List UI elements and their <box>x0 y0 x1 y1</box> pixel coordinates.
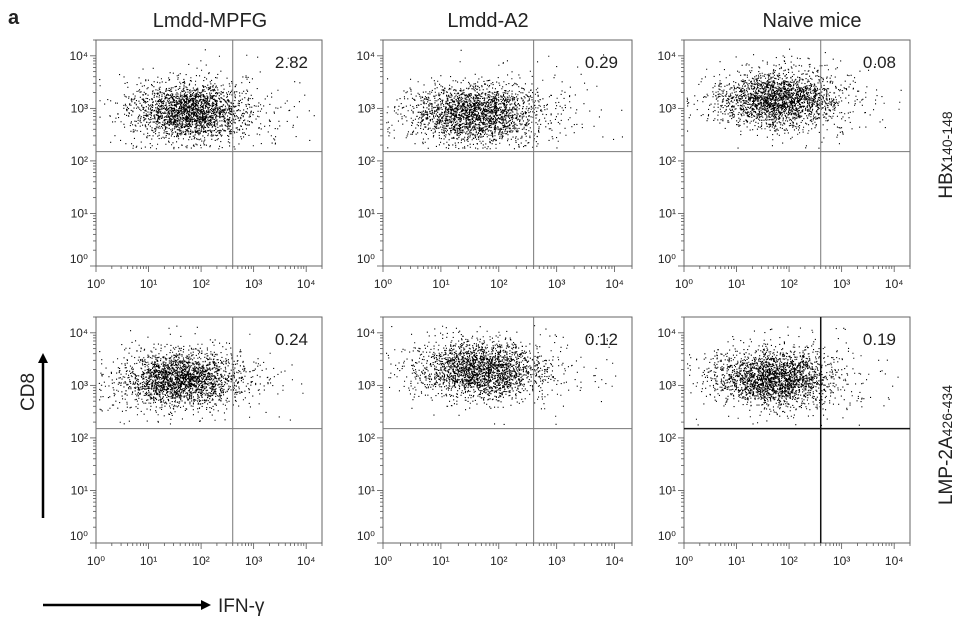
dot-plot-panel: 10⁰ 10¹ 10² 10³ 10⁴ 10⁰ 10¹ 10² 10³ 10⁴ 2.82 <box>69 39 323 291</box>
plot-frame <box>95 316 323 544</box>
y-tick-label: 10³ <box>659 101 676 115</box>
x-tick-label: 10⁰ <box>374 277 392 291</box>
quadrant-percent-label: 0.08 <box>863 53 896 72</box>
x-tick-label: 10¹ <box>140 554 157 568</box>
y-tick-label: 10⁰ <box>357 529 375 543</box>
column-title-2: Lmdd-A2 <box>447 10 528 32</box>
x-tick-label: 10⁰ <box>374 554 392 568</box>
cell-events <box>99 49 315 150</box>
y-tick-label: 10² <box>358 154 375 168</box>
dot-plot-panel: 10⁰ 10¹ 10² 10³ 10⁴ 10⁰ 10¹ 10² 10³ 10⁴ 0.29 <box>356 39 633 291</box>
y-tick-label: 10⁴ <box>356 49 375 63</box>
y-tick-label: 10⁴ <box>657 326 676 340</box>
x-tick-label: 10¹ <box>728 277 745 291</box>
cell-events <box>687 326 899 426</box>
x-tick-label: 10⁰ <box>87 277 105 291</box>
quadrant-percent-label: 0.29 <box>585 53 618 72</box>
panel-label: a <box>8 7 20 29</box>
cell-events <box>98 325 304 425</box>
x-tick-label: 10⁴ <box>297 277 316 291</box>
cell-events <box>686 48 902 149</box>
x-tick-label: 10² <box>490 554 507 568</box>
x-tick-label: 10² <box>780 277 797 291</box>
y-tick-label: 10⁴ <box>69 326 88 340</box>
y-tick-label: 10⁰ <box>658 252 676 266</box>
y-tick-label: 10³ <box>659 378 676 392</box>
y-tick-label: 10⁴ <box>657 49 676 63</box>
cell-events <box>386 325 617 425</box>
y-tick-label: 10¹ <box>659 206 676 220</box>
x-tick-label: 10⁴ <box>605 277 624 291</box>
x-tick-label: 10⁴ <box>605 554 624 568</box>
x-tick-label: 10² <box>490 277 507 291</box>
y-tick-label: 10⁴ <box>356 326 375 340</box>
y-tick-label: 10² <box>659 431 676 445</box>
dot-plot-panel: 10⁰ 10¹ 10² 10³ 10⁴ 10⁰ 10¹ 10² 10³ 10⁴ 0.19 <box>657 316 911 568</box>
x-tick-label: 10⁰ <box>87 554 105 568</box>
x-tick-label: 10¹ <box>432 277 449 291</box>
plot-frame <box>382 39 633 267</box>
column-title-3: Naive mice <box>763 10 862 32</box>
y-tick-label: 10¹ <box>71 206 88 220</box>
row-label-hbx: HBx140-148 <box>936 111 957 198</box>
y-tick-label: 10² <box>71 431 88 445</box>
x-tick-label: 10⁰ <box>675 554 693 568</box>
x-tick-label: 10⁴ <box>885 554 904 568</box>
quadrant-percent-label: 2.82 <box>275 53 308 72</box>
y-tick-label: 10³ <box>71 101 88 115</box>
x-tick-label: 10³ <box>833 277 850 291</box>
y-tick-label: 10² <box>358 431 375 445</box>
y-axis-title: CD8 <box>18 373 39 411</box>
x-tick-label: 10⁴ <box>885 277 904 291</box>
y-tick-label: 10² <box>659 154 676 168</box>
x-tick-label: 10⁰ <box>675 277 693 291</box>
y-tick-label: 10¹ <box>71 483 88 497</box>
y-tick-label: 10¹ <box>659 483 676 497</box>
y-tick-label: 10⁰ <box>70 252 88 266</box>
y-tick-label: 10⁰ <box>70 529 88 543</box>
y-tick-label: 10¹ <box>358 206 375 220</box>
y-tick-label: 10⁰ <box>357 252 375 266</box>
plot-frame <box>683 316 911 544</box>
quadrant-percent-label: 0.19 <box>863 330 896 349</box>
y-tick-label: 10³ <box>358 378 375 392</box>
x-tick-label: 10¹ <box>140 277 157 291</box>
quadrant-percent-label: 0.24 <box>275 330 308 349</box>
dot-plot-panels: 10⁰ 10¹ 10² 10³ 10⁴ 10⁰ 10¹ 10² 10³ 10⁴ 2.82 10⁰ 10¹… <box>69 39 911 568</box>
y-tick-label: 10⁴ <box>69 49 88 63</box>
column-title-1: Lmdd-MPFG <box>153 10 267 32</box>
y-tick-label: 10⁰ <box>658 529 676 543</box>
x-tick-label: 10¹ <box>728 554 745 568</box>
x-tick-label: 10³ <box>245 277 262 291</box>
x-tick-label: 10³ <box>548 277 565 291</box>
x-tick-label: 10³ <box>833 554 850 568</box>
dot-plot-panel: 10⁰ 10¹ 10² 10³ 10⁴ 10⁰ 10¹ 10² 10³ 10⁴ 0.12 <box>356 316 633 568</box>
x-tick-label: 10¹ <box>432 554 449 568</box>
plot-frame <box>683 39 911 267</box>
x-tick-label: 10⁴ <box>297 554 316 568</box>
y-tick-label: 10² <box>71 154 88 168</box>
x-tick-label: 10³ <box>548 554 565 568</box>
y-tick-label: 10³ <box>71 378 88 392</box>
x-tick-label: 10³ <box>245 554 262 568</box>
x-axis-title: IFN-γ <box>218 596 265 617</box>
plot-frame <box>382 316 633 544</box>
dot-plot-panel: 10⁰ 10¹ 10² 10³ 10⁴ 10⁰ 10¹ 10² 10³ 10⁴ 0.08 <box>657 39 911 291</box>
row-label-lmp2a: LMP-2A426-434 <box>936 385 957 505</box>
dot-plot-panel: 10⁰ 10¹ 10² 10³ 10⁴ 10⁰ 10¹ 10² 10³ 10⁴ 0.24 <box>69 316 323 568</box>
quadrant-percent-label: 0.12 <box>585 330 618 349</box>
y-tick-label: 10³ <box>358 101 375 115</box>
x-tick-label: 10² <box>780 554 797 568</box>
plot-frame <box>95 39 323 267</box>
x-tick-label: 10² <box>192 554 209 568</box>
x-tick-label: 10² <box>192 277 209 291</box>
y-tick-label: 10¹ <box>358 483 375 497</box>
